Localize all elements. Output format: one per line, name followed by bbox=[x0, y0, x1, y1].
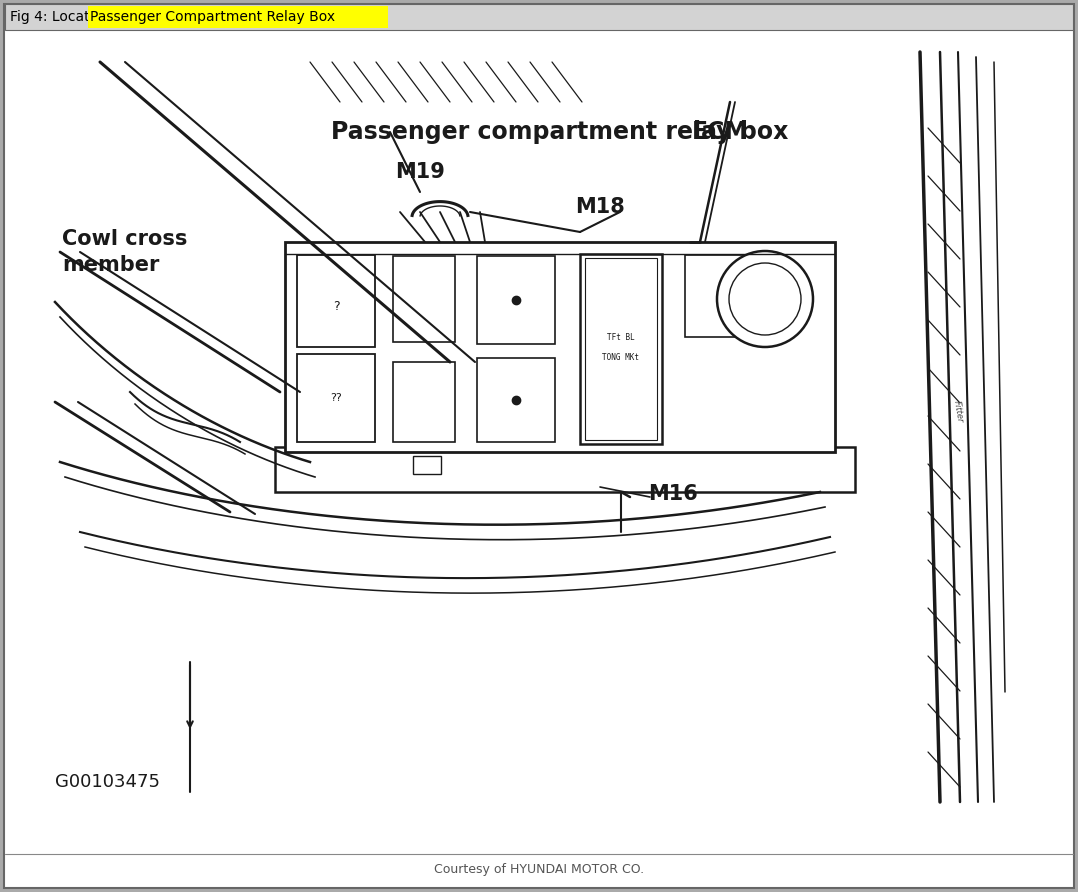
Text: M18: M18 bbox=[575, 197, 625, 217]
Bar bbox=[393, 256, 455, 342]
Text: ??: ?? bbox=[330, 393, 342, 403]
Text: TFt BL: TFt BL bbox=[607, 333, 635, 342]
Circle shape bbox=[729, 263, 801, 335]
Bar bbox=[413, 456, 441, 474]
Text: ECM: ECM bbox=[692, 120, 748, 144]
Bar bbox=[393, 362, 455, 442]
Text: Cowl cross
member: Cowl cross member bbox=[63, 229, 188, 276]
Bar bbox=[88, 6, 388, 28]
Bar bbox=[585, 258, 657, 440]
Text: G00103475: G00103475 bbox=[55, 773, 160, 791]
Bar bbox=[476, 256, 555, 344]
Bar bbox=[5, 4, 1073, 30]
Bar bbox=[685, 255, 747, 337]
Bar bbox=[275, 447, 855, 492]
Text: M19: M19 bbox=[395, 162, 445, 182]
Text: Fig 4: Locating: Fig 4: Locating bbox=[10, 10, 115, 24]
Bar bbox=[285, 242, 835, 452]
Bar bbox=[580, 254, 662, 444]
Text: ?: ? bbox=[333, 301, 340, 313]
Text: M16: M16 bbox=[648, 484, 697, 504]
Bar bbox=[476, 358, 555, 442]
Bar bbox=[298, 255, 375, 347]
Text: Fitter: Fitter bbox=[952, 401, 965, 424]
Text: TONG MKt: TONG MKt bbox=[603, 352, 639, 361]
Text: Passenger Compartment Relay Box: Passenger Compartment Relay Box bbox=[89, 10, 335, 24]
Text: Passenger compartment relay box: Passenger compartment relay box bbox=[331, 120, 789, 144]
Bar bbox=[298, 354, 375, 442]
Circle shape bbox=[717, 251, 813, 347]
Text: Courtesy of HYUNDAI MOTOR CO.: Courtesy of HYUNDAI MOTOR CO. bbox=[434, 863, 644, 877]
